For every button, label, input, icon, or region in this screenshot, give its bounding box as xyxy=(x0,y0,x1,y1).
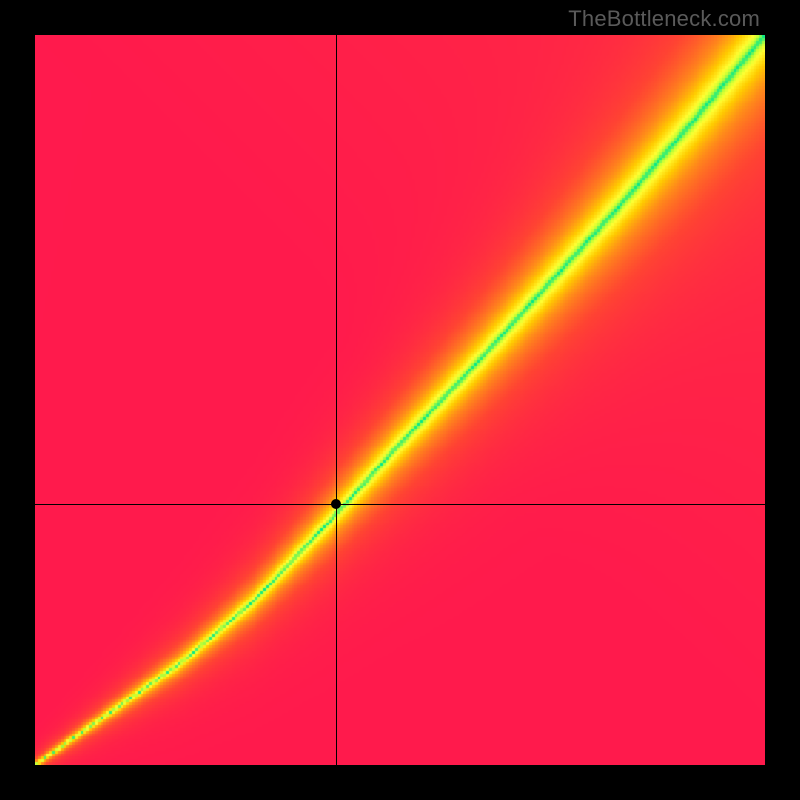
heatmap-canvas xyxy=(35,35,765,765)
watermark-text: TheBottleneck.com xyxy=(568,6,760,32)
crosshair-vertical xyxy=(336,35,337,765)
bottleneck-heatmap xyxy=(35,35,765,765)
crosshair-horizontal xyxy=(35,504,765,505)
selected-point-marker[interactable] xyxy=(331,499,341,509)
